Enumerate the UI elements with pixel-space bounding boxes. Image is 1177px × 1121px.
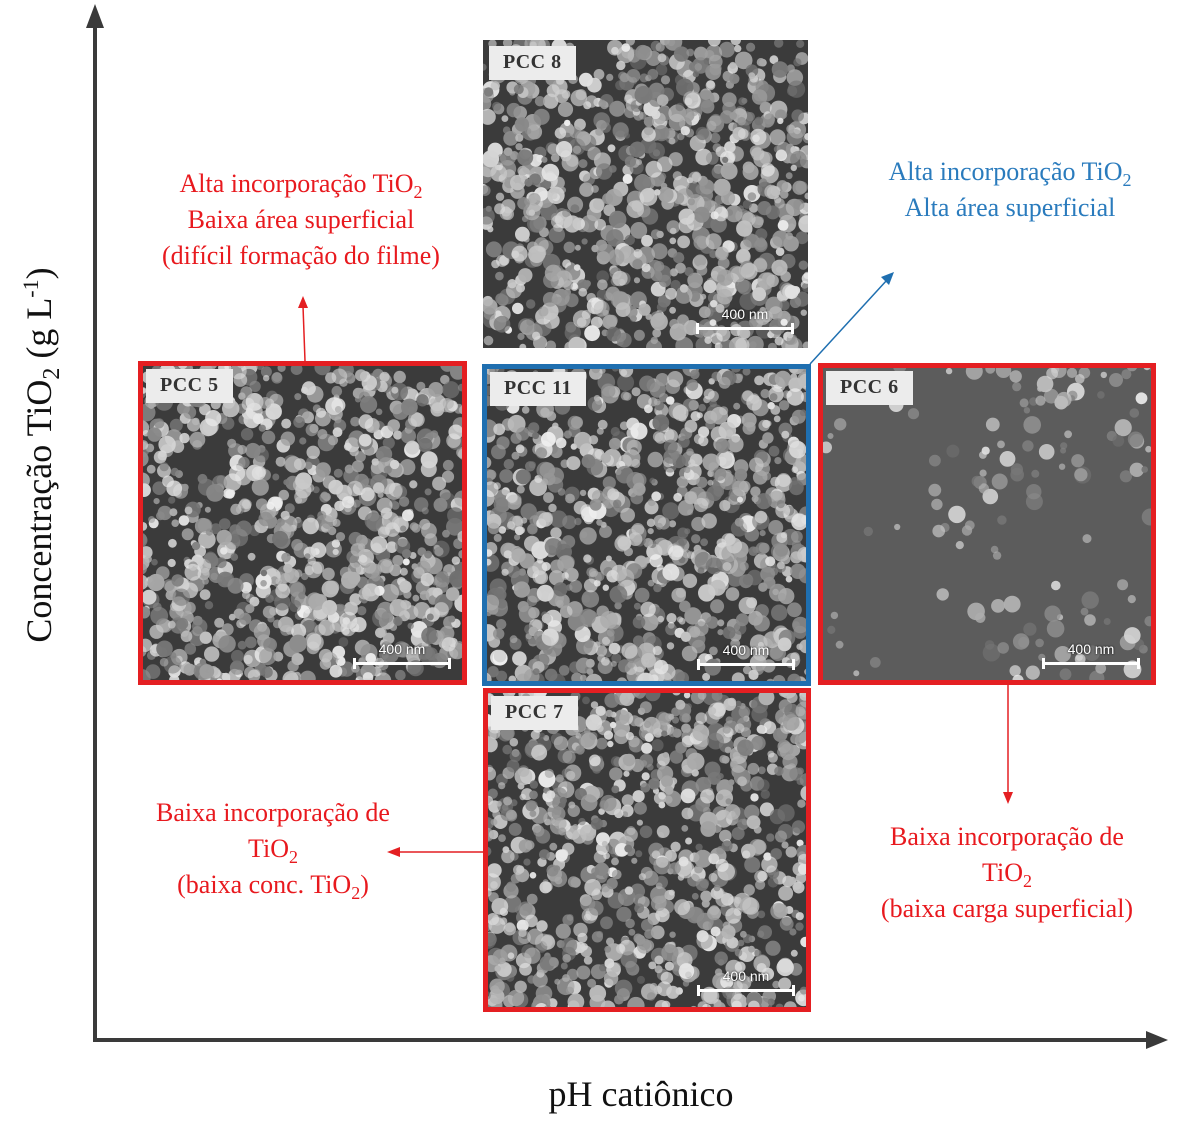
- arrowhead-pcc11-diagonal: [881, 272, 894, 285]
- y-axis-line: [93, 22, 97, 1042]
- frame-pcc11: [482, 364, 811, 686]
- scale-bar: 400 nm: [697, 642, 795, 670]
- scale-bar: 400 nm: [1042, 641, 1140, 669]
- sem-image-pcc5: PCC 5 400 nm: [140, 363, 465, 683]
- scale-bar: 400 nm: [353, 641, 451, 669]
- note-bottom-left: Baixa incorporação de TiO2 (baixa conc. …: [156, 798, 390, 904]
- arrow-pcc5-up: [302, 305, 306, 362]
- note-top-left: Alta incorporação TiO2 Baixa área superf…: [162, 169, 440, 270]
- sem-image-pcc7: PCC 7 400 nm: [485, 690, 809, 1010]
- sem-texture: [485, 690, 809, 1010]
- panel-label-pcc7: PCC 7: [491, 696, 578, 730]
- x-axis-title: pH catiônico: [548, 1074, 734, 1114]
- x-axis-line: [93, 1038, 1151, 1042]
- sem-texture: [820, 365, 1154, 683]
- note-top-right: Alta incorporação TiO2 Alta área superfi…: [888, 157, 1132, 222]
- scale-bar: 400 nm: [696, 306, 794, 334]
- panel-label-pcc5: PCC 5: [146, 369, 233, 403]
- sem-texture: [483, 40, 808, 348]
- panel-label-pcc8: PCC 8: [489, 46, 576, 80]
- y-axis-title: Concentração TiO2 (g L-1): [17, 267, 66, 643]
- arrowhead-pcc6-down: [1003, 792, 1013, 804]
- arrow-pcc11-diagonal: [809, 279, 888, 365]
- arrowhead-pcc5-up: [298, 296, 308, 308]
- frame-pcc7: [483, 688, 811, 1012]
- note-bottom-right: Baixa incorporação de TiO2 (baixa carga …: [880, 822, 1134, 923]
- sem-texture: [140, 363, 465, 683]
- panel-label-pcc6: PCC 6: [826, 371, 913, 405]
- sem-image-pcc8: PCC 8 400 nm: [483, 40, 808, 348]
- panel-label-pcc11: PCC 11: [490, 372, 586, 406]
- frame-pcc5: [138, 361, 467, 685]
- scale-bar: 400 nm: [697, 968, 795, 996]
- sem-image-pcc6: PCC 6 400 nm: [820, 365, 1154, 683]
- frame-pcc6: [818, 363, 1156, 685]
